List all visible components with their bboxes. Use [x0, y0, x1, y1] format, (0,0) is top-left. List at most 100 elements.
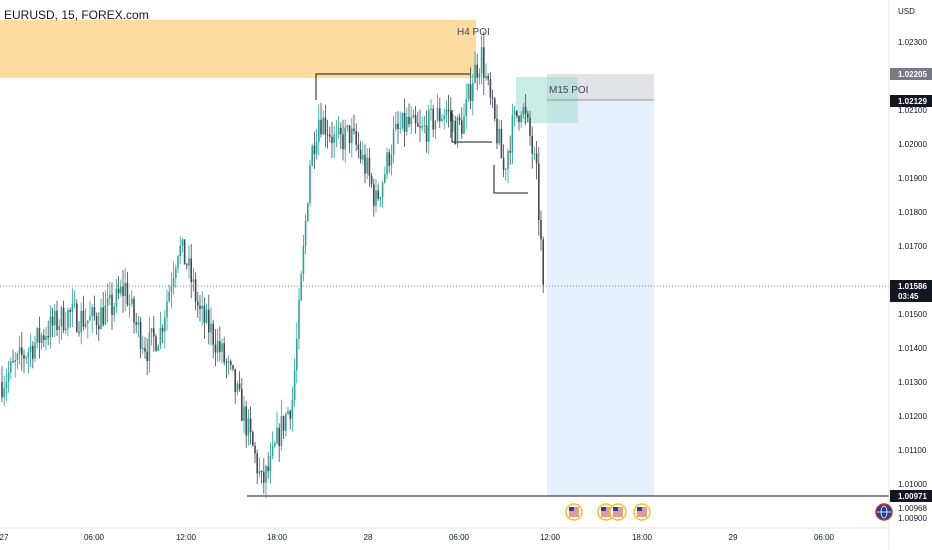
candle-body: [126, 282, 129, 305]
events-layer: [565, 503, 893, 521]
candle-body: [188, 258, 190, 266]
candle: [392, 116, 395, 164]
candle: [78, 321, 80, 337]
candle-body: [183, 239, 186, 265]
candle-body: [95, 316, 98, 326]
candle: [289, 409, 291, 430]
candle-body: [331, 136, 333, 144]
time-axis[interactable]: 27 06:00 12:00 18:00 28 06:00 12:00 18:00 29 06:0…: [0, 527, 889, 542]
candle-body: [161, 327, 164, 332]
candle: [489, 72, 492, 106]
candle: [192, 268, 195, 292]
candle: [430, 99, 432, 121]
candle: [51, 307, 54, 338]
candle-body: [436, 108, 439, 121]
price-tick-label: 1.01400: [898, 344, 927, 353]
candle: [230, 359, 232, 371]
zone-top-price-tag-bg: [890, 68, 932, 80]
candle-body: [518, 116, 520, 122]
candle: [227, 355, 230, 375]
candle: [269, 442, 272, 484]
candle: [447, 94, 450, 128]
candle: [474, 51, 476, 84]
candle: [113, 302, 115, 322]
h4-poi-zone: [0, 20, 476, 78]
candle-body: [104, 305, 107, 325]
candle: [40, 332, 43, 350]
candle-body: [117, 288, 120, 294]
candle-body: [78, 331, 80, 333]
candle: [285, 411, 287, 437]
candle: [84, 308, 87, 329]
candle: [282, 415, 285, 439]
candle: [117, 276, 120, 299]
candle: [146, 338, 148, 375]
candle: [267, 452, 269, 479]
candle-body: [368, 157, 371, 176]
candle: [236, 380, 239, 396]
candle-body: [25, 357, 27, 359]
candle: [456, 115, 459, 149]
candle-body: [287, 410, 289, 415]
candle-body: [49, 316, 52, 338]
candle-body: [192, 279, 195, 282]
candle: [540, 210, 542, 251]
candle-body: [496, 118, 498, 144]
flag-canton: [613, 507, 618, 511]
candle: [522, 102, 525, 120]
candle: [370, 173, 373, 188]
globe-event-icon: [875, 503, 893, 521]
candle-body: [102, 307, 104, 325]
candle: [320, 102, 322, 138]
candle: [144, 336, 146, 359]
candle-body: [344, 127, 346, 150]
candle-body: [65, 328, 67, 331]
internal-low-structure: [451, 110, 492, 143]
candle-body: [205, 309, 208, 323]
candle: [76, 299, 78, 333]
candle: [478, 68, 481, 85]
candle-body: [62, 307, 65, 331]
candle-body: [111, 294, 113, 315]
price-tick-label: 1.01200: [898, 412, 927, 421]
candle: [245, 400, 247, 448]
candle: [353, 114, 355, 135]
candle: [348, 125, 351, 153]
candle-body: [505, 168, 507, 170]
price-tick-label: 1.01300: [898, 378, 927, 387]
candle: [247, 409, 250, 446]
candle-body: [340, 127, 342, 135]
candle-body: [469, 84, 472, 102]
candle-body: [511, 115, 514, 153]
candle-body: [159, 327, 162, 346]
candle: [254, 441, 256, 464]
price-axis[interactable]: USD 1.02300 1.02100 1.02000 1.01900 1.01800 1.…: [888, 0, 932, 550]
candle: [23, 349, 25, 373]
candle: [359, 141, 362, 164]
candle: [529, 110, 531, 146]
candle: [87, 320, 89, 339]
candle-body: [280, 416, 283, 446]
candle-body: [467, 84, 470, 100]
candle-body: [201, 305, 203, 309]
candle-body: [260, 470, 263, 472]
candle-body: [186, 264, 188, 266]
entry-price-tag-bg: [890, 95, 932, 107]
candle: [375, 179, 377, 213]
candle-body: [236, 383, 239, 392]
candle-body: [263, 471, 265, 483]
candle-body: [271, 446, 274, 456]
candle: [483, 31, 485, 95]
candle: [45, 327, 47, 351]
symbol-title[interactable]: EURUSD, 15, FOREX.com: [4, 8, 149, 22]
h4-poi-label: H4 POI: [457, 27, 490, 38]
candle: [137, 315, 140, 338]
candle: [507, 148, 509, 184]
candle: [500, 120, 503, 159]
candle: [390, 144, 393, 176]
low-line-price-tag-text: 1.00971: [898, 492, 927, 501]
candle: [454, 115, 456, 145]
